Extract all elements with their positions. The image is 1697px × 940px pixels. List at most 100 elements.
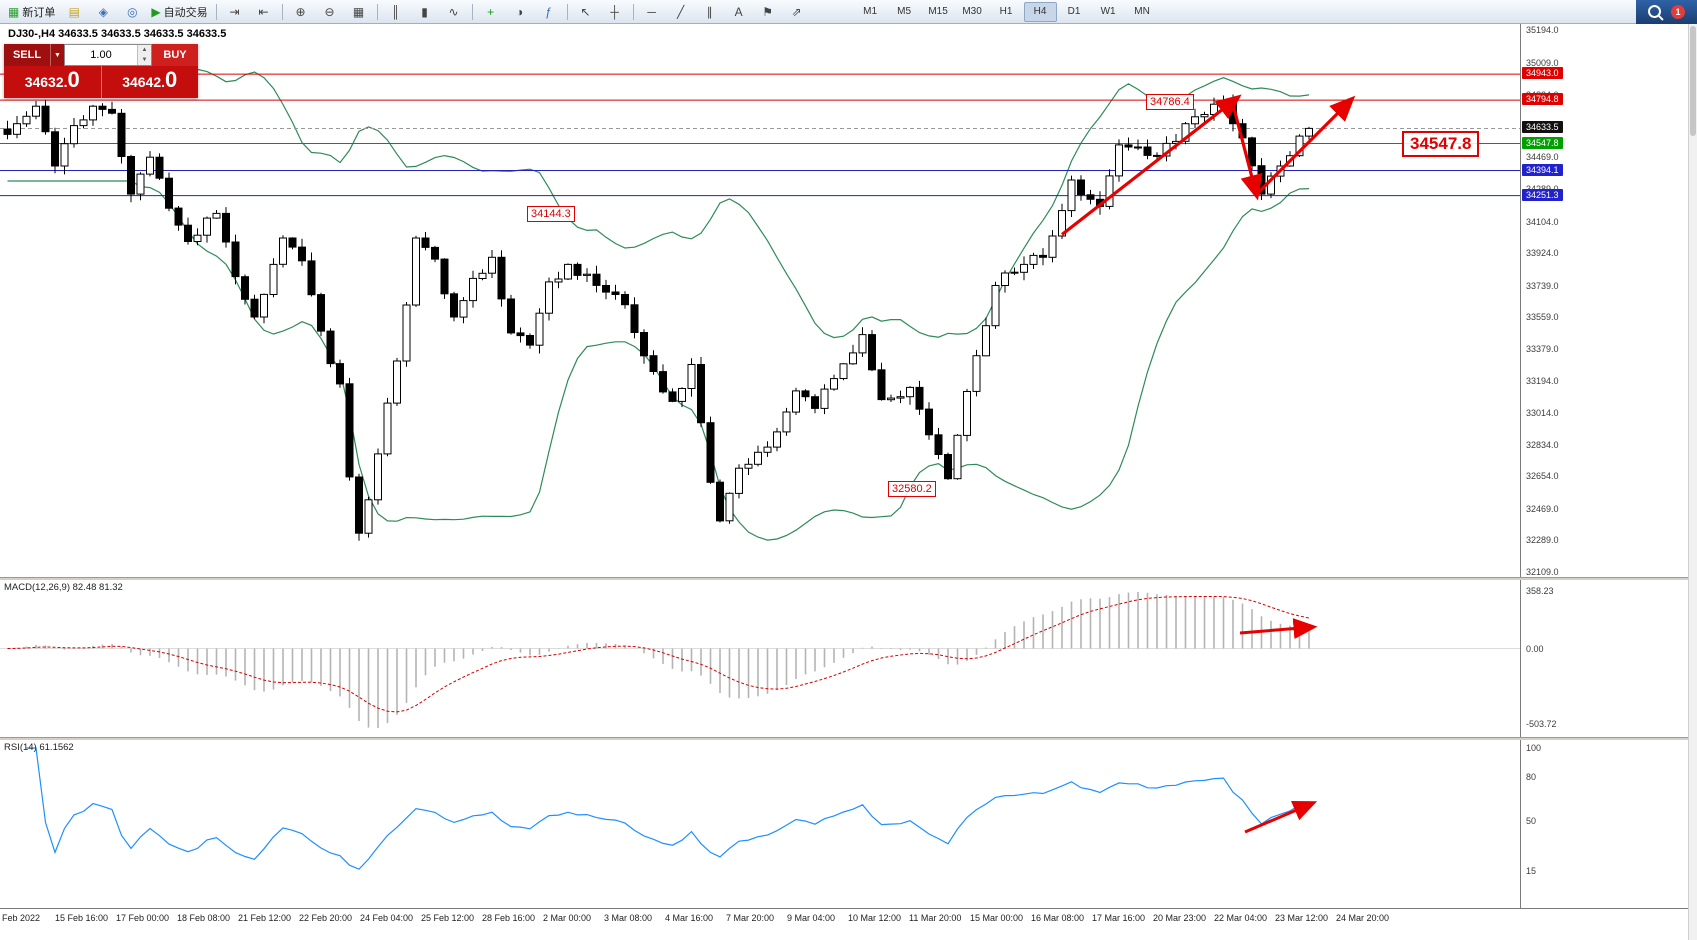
tile-windows-button[interactable]: ▦ [345, 1, 373, 23]
timeframe-h4-button[interactable]: H4 [1023, 1, 1057, 22]
chart-area: DJ30-,H4 34633.5 34633.5 34633.5 34633.5… [0, 24, 1688, 940]
candlestick-chart[interactable] [0, 24, 1520, 577]
crosshair-tool-button[interactable]: ┼ [601, 1, 629, 23]
label-tool-button[interactable]: ⚑ [754, 1, 782, 23]
rsi-label: RSI(14) 61.1562 [4, 742, 74, 753]
arrow-tool-button[interactable]: ⇗ [783, 1, 811, 23]
trendline-tool-button[interactable]: ╱ [667, 1, 695, 23]
price-main: 34642. [122, 74, 166, 90]
spin-up-icon[interactable]: ▲ [138, 45, 151, 55]
rsi-tick: 80 [1526, 772, 1537, 782]
timeframe-h1-button[interactable]: H1 [999, 6, 1013, 17]
auto-scroll-button[interactable]: ⇤ [250, 1, 278, 23]
time-label: 17 Feb 00:00 [116, 913, 170, 923]
volume-input[interactable] [65, 45, 137, 65]
timeframe-w1-button[interactable]: W1 [1100, 6, 1116, 17]
timeframe-m30-button[interactable]: M30 [962, 6, 982, 17]
macd-tick: 358.23 [1526, 586, 1554, 596]
new-chart-icon: + [487, 4, 495, 19]
price-tick: 32834.0 [1526, 440, 1559, 450]
price-main: 34632. [24, 74, 68, 90]
time-label: 4 Mar 16:00 [665, 913, 714, 923]
tile-windows-icon: ▦ [352, 4, 365, 19]
indicators-button[interactable]: ƒ [535, 1, 563, 23]
new-order-button[interactable]: ▦ 新订单 [4, 1, 59, 23]
price-axis[interactable]: 35194.035009.034824.034649.034469.034289… [1520, 24, 1688, 577]
spin-down-icon[interactable]: ▼ [138, 55, 151, 65]
buy-button[interactable]: BUY [152, 44, 198, 66]
rsi-chart[interactable] [0, 740, 1520, 908]
price-label-34786[interactable]: 34786.4 [1146, 94, 1194, 110]
rsi-panel: RSI(14) 61.1562 100 80 50 15 [0, 740, 1688, 908]
price-callout-34547[interactable]: 34547.8 [1402, 131, 1480, 157]
price-badge-34943.0: 34943.0 [1522, 67, 1563, 79]
search-icon[interactable] [1648, 5, 1661, 18]
periods-button[interactable]: ◑ [506, 1, 534, 23]
cursor-tool-icon: ↖ [580, 4, 591, 19]
price-tick: 35009.0 [1526, 58, 1559, 68]
price-badge-34251.3: 34251.3 [1522, 189, 1563, 201]
price-tick: 33194.0 [1526, 376, 1559, 386]
time-label: 17 Mar 16:00 [1092, 913, 1146, 923]
panel-separator[interactable] [0, 737, 1688, 740]
bar-chart-icon: ║ [391, 4, 400, 19]
time-label: 24 Mar 20:00 [1336, 913, 1390, 923]
cursor-tool-button[interactable]: ↖ [572, 1, 600, 23]
rsi-tick: 15 [1526, 866, 1537, 876]
price-label-34144[interactable]: 34144.3 [527, 206, 575, 222]
auto-trading-button-label: 自动交易 [163, 6, 208, 19]
new-chart-button[interactable]: + [477, 1, 505, 23]
macd-panel: MACD(12,26,9) 82.48 81.32 358.23 0.00 -503… [0, 580, 1688, 737]
time-label: 18 Feb 08:00 [177, 913, 231, 923]
timeframe-m5-button[interactable]: M5 [897, 6, 912, 17]
auto-trading-button[interactable]: ▶ 自动交易 [147, 1, 211, 23]
timeframe-mn-button[interactable]: MN [1134, 6, 1150, 17]
price-tick: 35194.0 [1526, 25, 1559, 35]
price-tick: 33014.0 [1526, 408, 1559, 418]
market-watch-icon: ◈ [98, 4, 108, 19]
bar-chart-button[interactable]: ║ [382, 1, 410, 23]
hline-tool-button[interactable]: ─ [638, 1, 666, 23]
toolbar-separator [281, 3, 283, 20]
price-tick: 33379.0 [1526, 344, 1559, 354]
price-badge-34547.8: 34547.8 [1522, 137, 1563, 149]
sell-price[interactable]: 34632. 0 [4, 66, 102, 98]
macd-chart[interactable] [0, 580, 1520, 737]
volume-box: ▲ ▼ [64, 44, 152, 66]
buy-price[interactable]: 34642. 0 [102, 66, 199, 98]
macd-label: MACD(12,26,9) 82.48 81.32 [4, 582, 123, 593]
navigator-button[interactable]: ◎ [118, 1, 146, 23]
time-label: 15 Mar 00:00 [970, 913, 1024, 923]
notification-badge[interactable]: 1 [1671, 4, 1685, 19]
vertical-scrollbar[interactable] [1688, 24, 1697, 940]
zoom-in-button[interactable]: ⊕ [287, 1, 315, 23]
periods-icon: ◑ [515, 4, 524, 19]
charts-button[interactable]: ▤ [60, 1, 88, 23]
time-label: 24 Feb 04:00 [360, 913, 414, 923]
time-label: 2 Mar 00:00 [543, 913, 592, 923]
order-type-dropdown-icon[interactable]: ▼ [50, 44, 64, 66]
market-watch-button[interactable]: ◈ [89, 1, 117, 23]
panel-separator[interactable] [0, 577, 1688, 580]
price-badge-34633.5: 34633.5 [1522, 121, 1563, 133]
time-label: 25 Feb 12:00 [421, 913, 475, 923]
text-tool-button[interactable]: A [725, 1, 753, 23]
timeframe-m1-button[interactable]: M1 [863, 6, 878, 17]
scrollbar-thumb[interactable] [1690, 26, 1696, 136]
channel-tool-button[interactable]: ∥ [696, 1, 724, 23]
line-chart-button[interactable]: ∿ [440, 1, 468, 23]
timeframe-group: M1 M5 M15 M30 H1 H4 D1 W1 MN [854, 1, 1159, 22]
timeframe-d1-button[interactable]: D1 [1067, 6, 1081, 17]
zoom-out-button[interactable]: ⊖ [316, 1, 344, 23]
time-axis[interactable]: Feb 2022 15 Feb 16:00 17 Feb 00:00 18 Feb 0… [0, 908, 1688, 940]
time-label: 22 Mar 04:00 [1214, 913, 1268, 923]
new-order-icon: ▦ [8, 4, 20, 19]
time-label: 9 Mar 04:00 [787, 913, 836, 923]
candlestick-chart-button[interactable]: ▮ [411, 1, 439, 23]
sell-button[interactable]: SELL [4, 44, 50, 66]
chart-shift-button[interactable]: ⇥ [221, 1, 249, 23]
macd-tick: -503.72 [1526, 719, 1557, 729]
time-label: 3 Mar 08:00 [604, 913, 653, 923]
price-label-32580[interactable]: 32580.2 [888, 481, 936, 497]
timeframe-m15-button[interactable]: M15 [928, 6, 948, 17]
